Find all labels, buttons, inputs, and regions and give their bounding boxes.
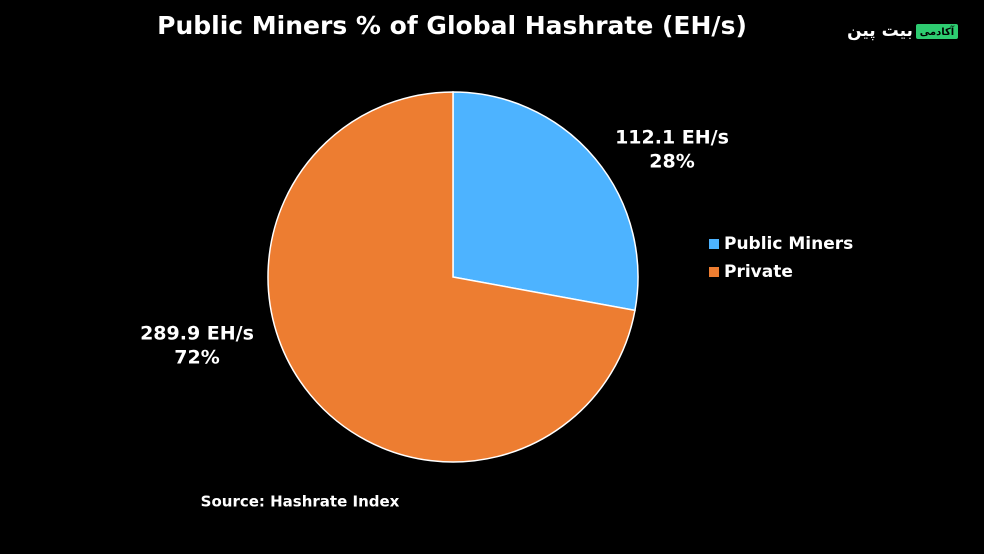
pie-slice xyxy=(267,91,636,463)
value-label: 289.9 EH/s xyxy=(140,323,254,345)
chart-title: Public Miners % of Global Hashrate (EH/s… xyxy=(157,11,747,40)
legend-label: Private xyxy=(724,262,793,282)
source: Source: Hashrate Index xyxy=(201,493,400,511)
logo: بیت پین آکادمی xyxy=(847,21,958,41)
logo-text: بیت پین xyxy=(847,21,913,41)
logo-badge xyxy=(916,24,958,39)
percentage-label: 72% xyxy=(174,347,219,369)
legend-label: Public Miners xyxy=(724,234,853,254)
legend-swatch xyxy=(709,239,719,249)
logo-badge-text: آکادمی xyxy=(920,25,955,38)
pie-slice xyxy=(452,91,639,312)
value-label: 112.1 EH/s xyxy=(615,127,729,149)
legend-swatch xyxy=(709,267,719,277)
percentage-label: 28% xyxy=(649,151,694,173)
